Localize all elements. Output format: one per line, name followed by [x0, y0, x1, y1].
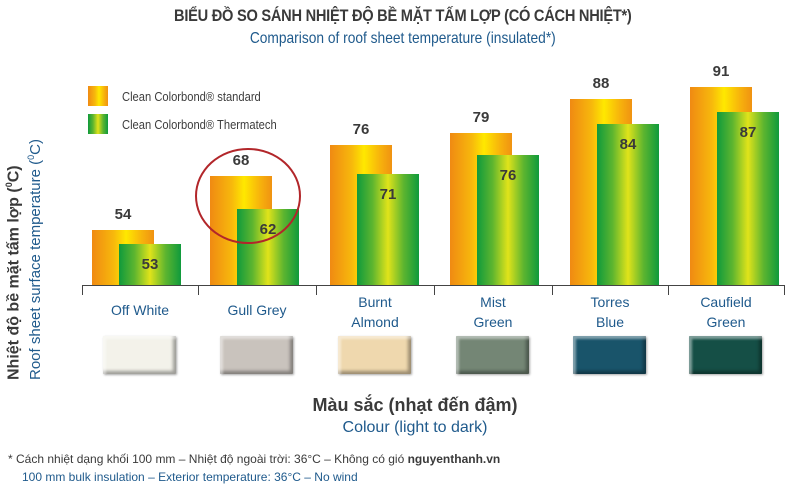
colour-swatch [220, 336, 293, 374]
legend-label-standard: Clean Colorbond® standard [122, 88, 261, 104]
value-label-thermatech: 84 [619, 136, 637, 154]
value-label-thermatech: 71 [379, 186, 397, 204]
category-label: Mist Green [473, 294, 513, 330]
chart-title-vietnamese: BIỂU ĐỒ SO SÁNH NHIỆT ĐỘ BỀ MẶT TẤM LỢP … [174, 6, 632, 25]
legend-item-thermatech: Clean Colorbond® Thermatech [88, 110, 302, 138]
legend-item-standard: Clean Colorbond® standard [88, 82, 302, 110]
x-axis-tick [316, 285, 317, 295]
chart-title-english: Comparison of roof sheet temperature (in… [249, 30, 556, 47]
category-label: Caufield Green [700, 294, 752, 330]
bar-thermatech [597, 124, 659, 285]
x-axis-label-vietnamese: Màu sắc (nhạt đến đậm) [312, 395, 518, 415]
x-axis-tick [434, 285, 435, 295]
legend-label-thermatech: Clean Colorbond® Thermatech [122, 116, 277, 132]
x-axis-tick [552, 285, 553, 295]
colour-swatch [573, 336, 646, 374]
colour-swatch [456, 336, 529, 374]
colour-swatch [103, 336, 176, 374]
bar-thermatech [717, 112, 779, 285]
x-axis-tick [784, 285, 785, 295]
value-label-standard: 88 [592, 74, 610, 92]
category-label: Gull Grey [227, 302, 287, 318]
category-label: Off White [110, 302, 170, 318]
footnote-english: 100 mm bulk insulation – Exterior temper… [22, 470, 358, 484]
x-axis-label-english: Colour (light to dark) [342, 419, 488, 436]
x-axis-tick [668, 285, 669, 295]
value-label-standard: 54 [114, 206, 132, 223]
bar-thermatech [119, 243, 181, 285]
legend-swatch-thermatech [88, 114, 108, 134]
colour-swatch [689, 336, 762, 374]
x-axis-tick [198, 285, 199, 295]
category-label: Torres Blue [590, 294, 630, 330]
bar-thermatech [357, 174, 419, 285]
legend-swatch-standard [88, 86, 108, 106]
bar-thermatech [477, 154, 539, 285]
highlight-circle [195, 148, 301, 244]
value-label-thermatech: 87 [739, 124, 757, 142]
value-label-standard: 76 [352, 120, 370, 138]
category-label: Burnt Almond [351, 294, 399, 330]
value-label-standard: 91 [712, 63, 730, 80]
legend: Clean Colorbond® standard Clean Colorbon… [88, 82, 302, 138]
value-label-thermatech: 53 [141, 255, 159, 273]
colour-swatch [338, 336, 411, 374]
value-label-thermatech: 76 [499, 166, 517, 184]
footnote-vietnamese: * Cách nhiệt dạng khối 100 mm – Nhiệt độ… [8, 452, 500, 466]
footnote-vn-text: * Cách nhiệt dạng khối 100 mm – Nhiệt độ… [8, 452, 405, 466]
value-label-standard: 79 [472, 109, 490, 127]
x-axis-baseline [82, 285, 784, 286]
x-axis-tick [82, 285, 83, 295]
watermark: nguyenthanh.vn [407, 452, 501, 466]
